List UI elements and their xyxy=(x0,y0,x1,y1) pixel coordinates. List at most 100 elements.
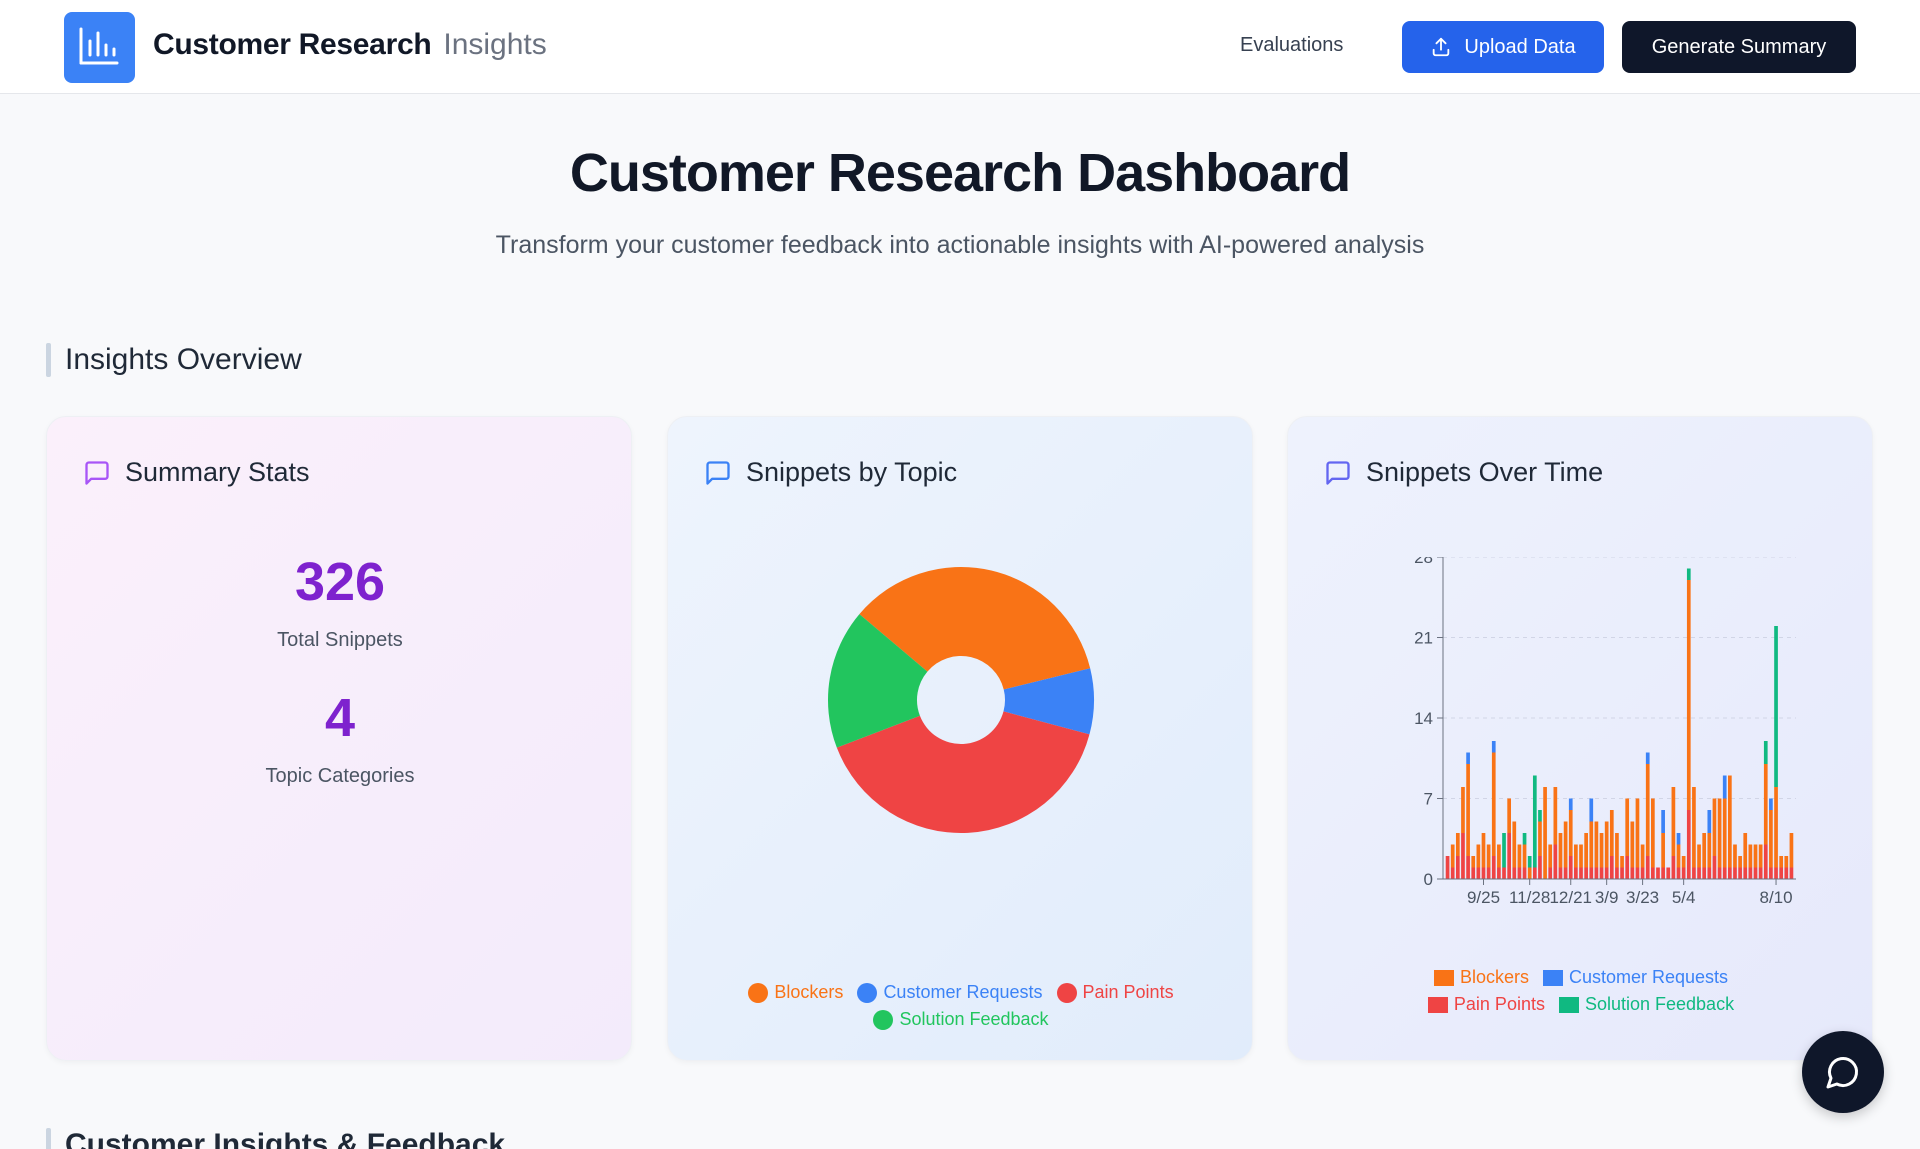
bar-segment-pain-points[interactable] xyxy=(1666,867,1671,880)
bar-segment-pain-points[interactable] xyxy=(1568,856,1573,879)
bar-segment-solution-feedback[interactable] xyxy=(1522,833,1527,845)
bar-segment-blockers[interactable] xyxy=(1620,856,1624,868)
bar-segment-pain-points[interactable] xyxy=(1486,867,1491,880)
bar-segment-pain-points[interactable] xyxy=(1697,867,1701,880)
bar-segment-blockers[interactable] xyxy=(1476,844,1481,868)
bar-segment-pain-points[interactable] xyxy=(1789,867,1794,880)
bar-segment-blockers[interactable] xyxy=(1455,833,1460,856)
bar-segment-pain-points[interactable] xyxy=(1615,867,1619,880)
bar-segment-pain-points[interactable] xyxy=(1640,867,1645,880)
bar-segment-pain-points[interactable] xyxy=(1727,867,1732,880)
bar-segment-pain-points[interactable] xyxy=(1466,856,1470,879)
bar-segment-pain-points[interactable] xyxy=(1455,856,1460,879)
chat-button[interactable] xyxy=(1802,1031,1884,1113)
bar-segment-blockers[interactable] xyxy=(1512,821,1517,868)
bar-segment-blockers[interactable] xyxy=(1712,798,1717,857)
bar-segment-blockers[interactable] xyxy=(1507,798,1512,834)
bar-segment-blockers[interactable] xyxy=(1651,798,1655,868)
bar-segment-blockers[interactable] xyxy=(1733,844,1737,868)
bar-segment-blockers[interactable] xyxy=(1707,833,1712,868)
bar-segment-blockers[interactable] xyxy=(1548,844,1553,868)
bar-segment-blockers[interactable] xyxy=(1784,856,1789,868)
bar-segment-blockers[interactable] xyxy=(1717,798,1722,868)
bar-segment-pain-points[interactable] xyxy=(1502,867,1506,880)
bar-segment-pain-points[interactable] xyxy=(1733,867,1737,880)
bar-segment-pain-points[interactable] xyxy=(1681,867,1686,880)
bar-segment-pain-points[interactable] xyxy=(1774,867,1778,880)
bar-segment-blockers[interactable] xyxy=(1553,787,1558,845)
bar-segment-blockers[interactable] xyxy=(1558,833,1563,868)
bar-segment-blockers[interactable] xyxy=(1450,844,1455,868)
bar-segment-pain-points[interactable] xyxy=(1532,867,1537,880)
bar-segment-solution-feedback[interactable] xyxy=(1774,626,1778,787)
bar-segment-pain-points[interactable] xyxy=(1712,856,1717,879)
bar-segment-blockers[interactable] xyxy=(1579,844,1583,868)
bar-segment-blockers[interactable] xyxy=(1538,821,1542,857)
bar-segment-blockers[interactable] xyxy=(1758,844,1763,868)
legend-item-customer-requests[interactable]: Customer Requests xyxy=(857,982,1043,1003)
bar-segment-blockers[interactable] xyxy=(1594,821,1599,868)
bar-segment-pain-points[interactable] xyxy=(1604,867,1609,880)
bar-segment-solution-feedback[interactable] xyxy=(1532,775,1537,868)
bar-segment-blockers[interactable] xyxy=(1753,844,1758,868)
bar-segment-pain-points[interactable] xyxy=(1671,856,1676,879)
legend-item-solution-feedback[interactable]: Solution Feedback xyxy=(1558,994,1734,1015)
bar-segment-blockers[interactable] xyxy=(1543,787,1547,879)
bar-segment-pain-points[interactable] xyxy=(1507,833,1512,879)
bar-segment-pain-points[interactable] xyxy=(1758,867,1763,880)
bar-segment-customer-requests[interactable] xyxy=(1466,752,1470,765)
bar-segment-pain-points[interactable] xyxy=(1661,867,1665,880)
bar-segment-pain-points[interactable] xyxy=(1656,867,1660,880)
bar-segment-customer-requests[interactable] xyxy=(1645,752,1650,765)
bar-segment-blockers[interactable] xyxy=(1491,752,1496,857)
bar-segment-blockers[interactable] xyxy=(1527,867,1532,880)
bar-segment-blockers[interactable] xyxy=(1661,833,1665,868)
bar-segment-pain-points[interactable] xyxy=(1609,856,1614,879)
upload-data-button[interactable]: Upload Data xyxy=(1402,21,1604,73)
bar-segment-blockers[interactable] xyxy=(1722,798,1727,868)
bar-segment-blockers[interactable] xyxy=(1461,787,1465,833)
bar-segment-pain-points[interactable] xyxy=(1584,867,1588,880)
bar-segment-blockers[interactable] xyxy=(1748,844,1753,868)
bar-segment-pain-points[interactable] xyxy=(1702,867,1707,880)
bar-segment-pain-points[interactable] xyxy=(1676,867,1681,880)
bar-segment-blockers[interactable] xyxy=(1481,833,1486,868)
bar-segment-pain-points[interactable] xyxy=(1779,867,1784,880)
bar-segment-customer-requests[interactable] xyxy=(1589,798,1594,822)
legend-item-blockers[interactable]: Blockers xyxy=(748,982,843,1003)
legend-item-solution-feedback[interactable]: Solution Feedback xyxy=(873,1009,1049,1030)
bar-segment-pain-points[interactable] xyxy=(1481,867,1486,880)
bar-segment-solution-feedback[interactable] xyxy=(1502,833,1506,868)
bar-segment-blockers[interactable] xyxy=(1574,844,1578,868)
bar-segment-pain-points[interactable] xyxy=(1538,856,1542,879)
bar-segment-blockers[interactable] xyxy=(1738,856,1742,868)
bar-segment-blockers[interactable] xyxy=(1599,833,1604,868)
bar-segment-pain-points[interactable] xyxy=(1491,856,1496,879)
bar-segment-pain-points[interactable] xyxy=(1563,867,1568,880)
bar-segment-pain-points[interactable] xyxy=(1686,810,1691,879)
nav-evaluations-link[interactable]: Evaluations xyxy=(1240,34,1344,56)
bar-segment-customer-requests[interactable] xyxy=(1676,833,1681,845)
bar-segment-pain-points[interactable] xyxy=(1707,867,1712,880)
bar-segment-solution-feedback[interactable] xyxy=(1527,856,1532,868)
bar-segment-blockers[interactable] xyxy=(1517,844,1522,868)
bar-segment-blockers[interactable] xyxy=(1589,821,1594,868)
legend-item-blockers[interactable]: Blockers xyxy=(1433,967,1529,988)
bar-segment-blockers[interactable] xyxy=(1615,833,1619,868)
bar-segment-pain-points[interactable] xyxy=(1512,867,1517,880)
bar-segment-blockers[interactable] xyxy=(1630,821,1635,868)
bar-segment-solution-feedback[interactable] xyxy=(1538,810,1542,822)
generate-summary-button[interactable]: Generate Summary xyxy=(1622,21,1856,73)
bar-segment-pain-points[interactable] xyxy=(1651,867,1655,880)
bar-segment-pain-points[interactable] xyxy=(1620,867,1624,880)
bar-segment-blockers[interactable] xyxy=(1769,810,1773,868)
bar-segment-blockers[interactable] xyxy=(1486,844,1491,868)
bar-segment-blockers[interactable] xyxy=(1789,833,1794,868)
bar-segment-pain-points[interactable] xyxy=(1589,867,1594,880)
bar-segment-pain-points[interactable] xyxy=(1599,867,1604,880)
bar-segment-pain-points[interactable] xyxy=(1594,867,1599,880)
bar-segment-blockers[interactable] xyxy=(1774,787,1778,868)
bar-segment-blockers[interactable] xyxy=(1692,787,1696,868)
pie-slice-pain-points[interactable] xyxy=(836,711,1090,833)
bar-segment-blockers[interactable] xyxy=(1563,821,1568,868)
